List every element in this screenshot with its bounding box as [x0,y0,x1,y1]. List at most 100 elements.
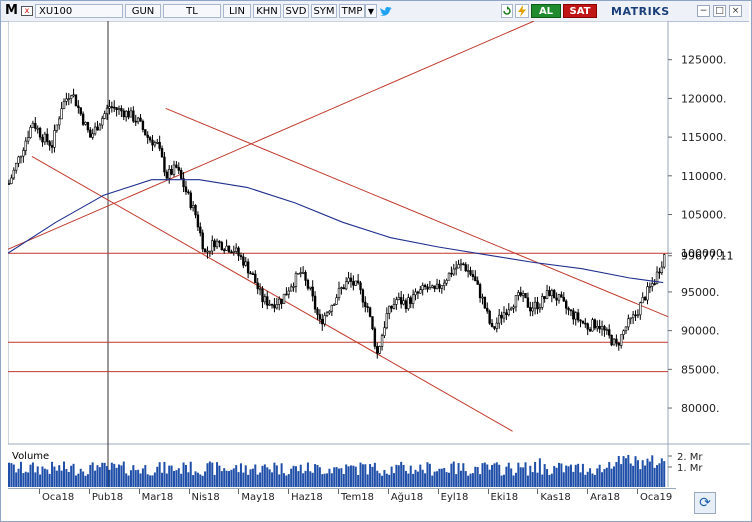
candle-body [548,290,551,296]
volume-bar [464,471,467,487]
date-label: Eyl18 [440,492,469,503]
candle-body [93,126,97,135]
volume-bar [462,463,465,487]
volume-bar [287,474,290,487]
candle-body [244,261,247,266]
refresh-icon[interactable] [501,4,513,18]
tmp-button[interactable]: TMP [339,4,365,18]
volume-bar [113,463,116,487]
lightning-icon[interactable] [515,4,529,18]
volume-bar [292,465,295,487]
candle-body [593,319,597,329]
volume-bar [359,462,362,487]
volume-bar [177,468,180,487]
close-icon[interactable]: × [729,5,742,17]
buy-button[interactable]: AL [531,4,561,18]
maximize-icon[interactable]: □ [713,5,726,17]
candle-body [407,297,410,309]
volume-bar [569,464,572,487]
candle-body [196,214,200,228]
volume-bar [613,466,615,487]
currency-button[interactable]: TL [163,4,221,18]
sell-button[interactable]: SAT [563,4,597,18]
volume-bar [648,461,651,487]
volume-bar [436,471,439,487]
candle-body [175,164,178,168]
volume-bar [385,473,388,487]
candle-body [86,122,90,131]
y-tick-label: 105000. [681,209,727,222]
volume-bar [137,469,140,487]
candle-body [275,304,279,309]
volume-label: Volume [12,451,49,462]
sync-icon[interactable]: ⟳ [694,492,716,514]
volume-bar [553,466,556,487]
volume-bar [347,466,350,487]
candle-body [313,295,317,310]
candle-body [428,287,432,290]
y-tick-label: 90000. [681,325,720,338]
volume-bar [608,462,611,487]
volume-bar [218,465,221,487]
volume-bar [660,458,663,487]
candle-body [646,286,649,301]
volume-bar [488,469,491,487]
candle-body [105,107,109,114]
candle-body [115,107,118,110]
sym-button[interactable]: SYM [311,4,337,18]
candle-body [184,186,188,193]
candle-body [464,264,467,272]
volume-bar [522,467,525,487]
volume-bar [237,472,240,487]
candle-body [622,330,625,335]
trendline [31,156,513,432]
candle-body [36,127,39,130]
volume-bar [247,474,250,487]
candle-body [572,310,575,320]
volume-bar [414,469,417,487]
candle-body [206,250,209,253]
volume-bar [51,461,54,487]
date-label: Kas18 [540,492,571,503]
volume-bar [338,468,340,487]
period-button[interactable]: GUN [125,4,161,18]
volume-bar [495,462,498,487]
volume-bar [519,467,522,487]
volume-bar [596,468,599,487]
candle-body [19,155,23,158]
candle-body [354,280,357,286]
candle-body [201,232,204,250]
candle-body [58,118,61,126]
volume-bar [579,472,582,487]
chevron-down-icon[interactable]: ▼ [365,4,377,18]
symbol-field[interactable]: XU100 [35,4,123,18]
volume-bar [354,466,357,487]
candle-body [165,171,169,179]
candle-body [117,108,121,110]
date-tick [88,489,90,494]
khn-button[interactable]: KHN [253,4,281,18]
candle-body [199,226,202,234]
close-symbol-icon[interactable]: x [21,6,33,16]
brand-logo: MATRIKS [611,5,670,18]
volume-bar [483,462,486,487]
volume-bar [498,464,501,487]
volume-bar [8,462,10,487]
volume-bar [192,475,195,487]
twitter-icon[interactable] [379,4,393,23]
volume-bar [634,456,637,487]
candle-body [163,156,166,173]
svd-button[interactable]: SVD [283,4,309,18]
minimize-icon[interactable]: − [697,5,710,17]
volume-bar [469,473,472,487]
candle-body [536,301,539,310]
linear-scale-button[interactable]: LIN [223,4,251,18]
volume-bar [89,464,92,487]
volume-bar [254,464,257,487]
candle-body [120,108,123,112]
price-chart[interactable]: 80000. 85000. 90000. 95000. 100000. 105000. 11… [8,21,750,488]
candle-body [160,148,164,158]
volume-bar [445,472,448,487]
candle-body [361,289,365,303]
volume-bar [543,464,546,487]
